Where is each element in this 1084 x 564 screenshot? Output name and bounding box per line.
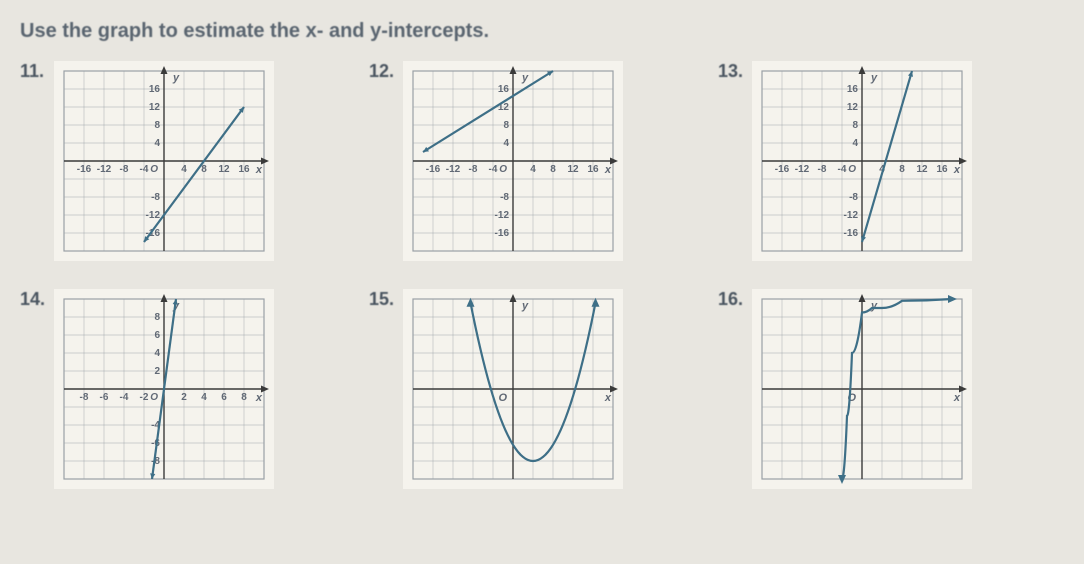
svg-text:-16: -16 bbox=[775, 164, 790, 175]
svg-text:-12: -12 bbox=[146, 210, 161, 221]
svg-text:16: 16 bbox=[149, 84, 161, 95]
svg-text:8: 8 bbox=[241, 392, 247, 403]
svg-text:8: 8 bbox=[201, 164, 207, 175]
svg-text:x: x bbox=[255, 164, 263, 176]
svg-text:12: 12 bbox=[149, 102, 161, 113]
svg-text:16: 16 bbox=[936, 164, 948, 175]
svg-text:-2: -2 bbox=[140, 392, 149, 403]
svg-text:8: 8 bbox=[852, 120, 858, 131]
problem-number: 15. bbox=[369, 289, 395, 310]
svg-text:2: 2 bbox=[181, 392, 187, 403]
svg-text:8: 8 bbox=[154, 312, 160, 323]
svg-text:O: O bbox=[498, 392, 507, 404]
problem-15: 15. Oy x bbox=[369, 289, 623, 489]
svg-text:6: 6 bbox=[221, 392, 227, 403]
svg-text:x: x bbox=[255, 392, 263, 404]
svg-text:12: 12 bbox=[847, 102, 859, 113]
graph-16: Oyx bbox=[752, 289, 972, 489]
svg-text:6: 6 bbox=[154, 330, 160, 341]
svg-text:8: 8 bbox=[154, 120, 160, 131]
svg-text:16: 16 bbox=[587, 164, 599, 175]
problem-number: 12. bbox=[369, 61, 395, 82]
svg-text:8: 8 bbox=[503, 120, 509, 131]
svg-text:y: y bbox=[870, 300, 878, 312]
graph-11: -16-12-8-4O481216481216-8-12-16yx bbox=[54, 61, 274, 261]
svg-text:12: 12 bbox=[916, 164, 928, 175]
svg-text:4: 4 bbox=[154, 348, 160, 359]
svg-text:x: x bbox=[953, 392, 961, 404]
svg-text:x: x bbox=[604, 392, 612, 404]
svg-text:-12: -12 bbox=[844, 210, 859, 221]
svg-text:-4: -4 bbox=[489, 164, 498, 175]
svg-text:16: 16 bbox=[238, 164, 250, 175]
svg-text:O: O bbox=[150, 164, 158, 175]
svg-text:4: 4 bbox=[503, 138, 509, 149]
page-title: Use the graph to estimate the x- and y-i… bbox=[20, 20, 1064, 43]
problem-12: 12. -16-12-8-4O481216481216-8-12-16yx bbox=[369, 61, 623, 261]
svg-text:16: 16 bbox=[498, 84, 510, 95]
svg-text:y: y bbox=[870, 72, 878, 84]
svg-text:8: 8 bbox=[899, 164, 905, 175]
svg-text:x: x bbox=[604, 164, 612, 176]
row-2: 14. -8-6-4-2O24682468-4-6-8yx 15. Oyx 16… bbox=[20, 289, 1064, 489]
svg-text:4: 4 bbox=[201, 392, 207, 403]
svg-text:O: O bbox=[499, 164, 507, 175]
svg-text:16: 16 bbox=[847, 84, 859, 95]
svg-text:-4: -4 bbox=[140, 164, 149, 175]
svg-text:12: 12 bbox=[218, 164, 230, 175]
graph-14: -8-6-4-2O24682468-4-6-8yx bbox=[54, 289, 274, 489]
svg-text:-12: -12 bbox=[795, 164, 810, 175]
svg-text:12: 12 bbox=[567, 164, 579, 175]
graph-15: Oy x bbox=[403, 289, 623, 489]
svg-text:y: y bbox=[172, 72, 180, 84]
svg-text:4: 4 bbox=[530, 164, 536, 175]
svg-text:-12: -12 bbox=[97, 164, 112, 175]
problem-14: 14. -8-6-4-2O24682468-4-6-8yx bbox=[20, 289, 274, 489]
svg-text:y: y bbox=[521, 300, 529, 312]
svg-text:-16: -16 bbox=[77, 164, 92, 175]
problem-number: 14. bbox=[20, 289, 46, 310]
svg-text:O: O bbox=[150, 392, 158, 403]
svg-text:-8: -8 bbox=[849, 192, 858, 203]
svg-text:-16: -16 bbox=[495, 228, 510, 239]
svg-text:-12: -12 bbox=[495, 210, 510, 221]
svg-text:x: x bbox=[953, 164, 961, 176]
svg-text:-8: -8 bbox=[120, 164, 129, 175]
svg-text:-4: -4 bbox=[838, 164, 847, 175]
row-1: 11. -16-12-8-4O481216481216-8-12-16yx 12… bbox=[20, 61, 1064, 261]
svg-text:-8: -8 bbox=[80, 392, 89, 403]
svg-text:-16: -16 bbox=[426, 164, 441, 175]
svg-text:O: O bbox=[848, 164, 856, 175]
svg-text:4: 4 bbox=[852, 138, 858, 149]
svg-text:8: 8 bbox=[550, 164, 556, 175]
svg-text:-8: -8 bbox=[151, 192, 160, 203]
svg-text:4: 4 bbox=[181, 164, 187, 175]
svg-text:-8: -8 bbox=[818, 164, 827, 175]
svg-text:-8: -8 bbox=[469, 164, 478, 175]
svg-text:y: y bbox=[521, 72, 529, 84]
svg-text:4: 4 bbox=[154, 138, 160, 149]
problem-number: 11. bbox=[20, 61, 46, 82]
problem-16: 16. Oyx bbox=[718, 289, 972, 489]
svg-text:-8: -8 bbox=[500, 192, 509, 203]
graph-13: -16-12-8-4O481216481216-8-12-16yx bbox=[752, 61, 972, 261]
svg-text:-16: -16 bbox=[844, 228, 859, 239]
problem-number: 13. bbox=[718, 61, 744, 82]
problem-number: 16. bbox=[718, 289, 744, 310]
problem-13: 13. -16-12-8-4O481216481216-8-12-16yx bbox=[718, 61, 972, 261]
svg-text:-12: -12 bbox=[446, 164, 461, 175]
svg-text:-6: -6 bbox=[100, 392, 109, 403]
svg-text:-4: -4 bbox=[120, 392, 129, 403]
svg-text:2: 2 bbox=[154, 366, 160, 377]
problem-11: 11. -16-12-8-4O481216481216-8-12-16yx bbox=[20, 61, 274, 261]
graph-12: -16-12-8-4O481216481216-8-12-16yx bbox=[403, 61, 623, 261]
